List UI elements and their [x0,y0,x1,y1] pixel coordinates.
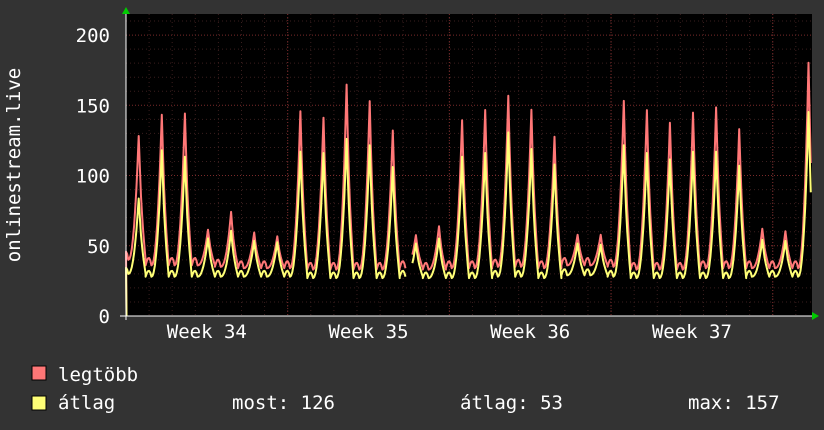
y-tick-label: 100 [76,166,110,188]
series-line-atlag [411,111,812,280]
y-tick-label: 50 [87,236,110,258]
y-tick-label: 150 [76,95,110,117]
legend-swatch-atlag [31,395,47,411]
legend: legtöbb átlag most: 126 átlag: 53 max: 1… [31,364,780,414]
x-tick-label: Week 37 [652,321,732,343]
axes [120,7,819,320]
y-tick-label: 0 [99,306,110,328]
x-ticks: Week 34 Week 35 Week 36 Week 37 [167,321,732,343]
series-layer [125,61,812,317]
legend-label-atlag: átlag [58,392,115,414]
series-line-legtobb [125,83,407,317]
y-axis-label: onlinestream.live [3,68,25,262]
x-tick-label: Week 36 [490,321,570,343]
stat-atlag: átlag: 53 [460,392,563,414]
x-tick-label: Week 34 [167,321,247,343]
x-axis-arrow [812,312,819,320]
y-axis-arrow [122,7,130,14]
stat-max: max: 157 [688,392,780,414]
x-tick-label: Week 35 [328,321,408,343]
legend-label-legtobb: legtöbb [58,364,138,386]
series-line-atlag [125,137,407,317]
y-tick-label: 200 [76,25,110,47]
legend-swatch-legtobb [31,365,47,381]
y-ticks: 0 50 100 150 200 [76,25,110,328]
stat-most: most: 126 [232,392,335,414]
series-line-legtobb [411,61,812,271]
